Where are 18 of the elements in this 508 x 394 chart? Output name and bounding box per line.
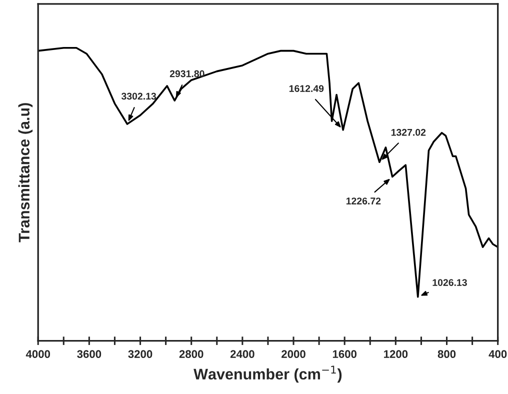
annotation: 1612.49 — [289, 85, 324, 92]
annotation: 1327.02 — [391, 128, 426, 136]
x-tick-label: 3600 — [77, 350, 102, 358]
annotation: 3302.13 — [121, 92, 156, 100]
y-axis-title: Transmittance (a.u) — [18, 103, 33, 242]
x-tick-label: 2800 — [179, 350, 204, 358]
annotation: 1026.13 — [432, 279, 467, 286]
x-tick-label: 1600 — [332, 350, 356, 358]
x-tick-label: 400 — [488, 350, 507, 358]
x-tick-label: 3200 — [128, 350, 152, 358]
x-axis-title: Wavenumber (cm$^{−1}$) — [194, 366, 342, 383]
x-tick-label: 2400 — [230, 350, 254, 358]
annotation: 2931.80 — [170, 70, 204, 78]
annotation: 1226.72 — [346, 198, 381, 204]
x-tick-label: 4000 — [26, 350, 50, 358]
x-tick-label: 1200 — [384, 350, 408, 358]
x-tick-label: 800 — [438, 350, 456, 358]
x-tick-label: 2000 — [282, 350, 306, 358]
